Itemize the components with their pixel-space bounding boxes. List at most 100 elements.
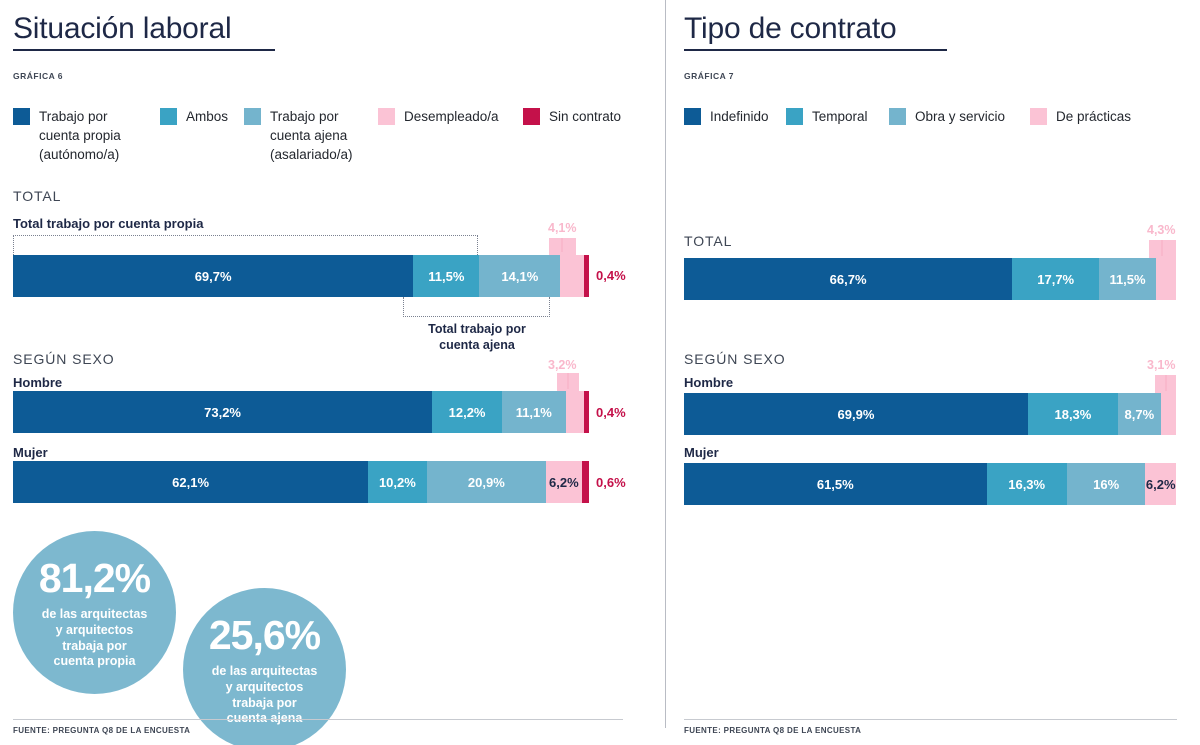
legend-item-ambos: Ambos xyxy=(160,107,244,126)
legend-item-sin-contrato: Sin contrato xyxy=(523,107,621,126)
bar-segment-cuenta-ajena: 14,1% xyxy=(479,255,561,297)
highlight-value-cuenta-ajena: 25,6% xyxy=(208,612,321,659)
highlight-value-cuenta-propia: 81,2% xyxy=(38,555,151,602)
legend-swatch-icon-desempleado xyxy=(378,108,395,125)
bar-segment-obra-y-servicio: 16% xyxy=(1066,463,1146,505)
bar-value-temporal: 16,3% xyxy=(1008,476,1046,492)
bar-value-obra-y-servicio: 8,7% xyxy=(1124,406,1155,422)
legend-swatch-icon-cuenta-ajena xyxy=(244,108,261,125)
bar-value-cuenta-propia: 73,2% xyxy=(204,404,241,420)
highlight-circle-cuenta-ajena: 25,6% de las arquitectas y arquitectos t… xyxy=(183,588,346,745)
legend-left: Trabajo por cuenta propia (autónomo/a) A… xyxy=(13,107,621,164)
footer-source-right: FUENTE: PREGUNTA Q8 DE LA ENCUESTA xyxy=(684,726,862,735)
pink-stem-hombre-right xyxy=(1165,375,1167,391)
bar-value-ambos: 12,2% xyxy=(448,404,486,420)
row-label-mujer-left: Mujer xyxy=(13,445,48,460)
panel-situacion-laboral: Situación laboral GRÁFICA 6 Trabajo por … xyxy=(13,12,626,745)
bar-segment-obra-y-servicio: 8,7% xyxy=(1117,393,1161,435)
legend-item-desempleado: Desempleado/a xyxy=(378,107,523,126)
bar-segment-cuenta-propia: 73,2% xyxy=(13,391,433,433)
bar-segment-ambos: 12,2% xyxy=(432,391,502,433)
bar-segment-sin-contrato xyxy=(581,461,589,503)
bar-segment-de-practicas xyxy=(1155,258,1176,300)
legend-label-indefinido: Indefinido xyxy=(710,109,769,124)
bar-segment-temporal: 16,3% xyxy=(986,463,1067,505)
bar-segment-indefinido: 69,9% xyxy=(684,393,1028,435)
bar-value-ambos: 11,5% xyxy=(428,268,465,284)
outside-label-sin-contrato-total-left: 0,4% xyxy=(596,268,626,283)
bar-segment-cuenta-propia: 62,1% xyxy=(13,461,369,503)
bar-value-obra-y-servicio: 16% xyxy=(1093,476,1120,492)
legend-item-temporal: Temporal xyxy=(786,107,889,126)
legend-item-obra-y-servicio: Obra y servicio xyxy=(889,107,1030,126)
outside-label-de-practicas-hombre-right: 3,1% xyxy=(1147,358,1176,372)
bar-value-cuenta-ajena: 20,9% xyxy=(467,474,505,490)
highlight-caption-cuenta-propia: de las arquitectas y arquitectos trabaja… xyxy=(41,607,148,669)
footer-source-left: FUENTE: PREGUNTA Q8 DE LA ENCUESTA xyxy=(13,726,191,735)
legend-label-desempleado: Desempleado/a xyxy=(404,109,499,124)
legend-item-indefinido: Indefinido xyxy=(684,107,786,126)
bar-mujer-left: 62,1% 10,2% 20,9% 6,2% xyxy=(13,461,589,503)
outside-label-sin-contrato-hombre-left: 0,4% xyxy=(596,405,626,420)
section-label-sexo-left: SEGÚN SEXO xyxy=(13,351,115,367)
row-label-mujer-right: Mujer xyxy=(684,445,719,460)
bracket-label-cuenta-ajena: Total trabajo por cuenta ajena xyxy=(428,322,526,352)
bar-value-indefinido: 61,5% xyxy=(816,476,854,492)
bar-segment-ambos: 10,2% xyxy=(368,461,427,503)
bar-segment-sin-contrato xyxy=(583,391,589,433)
bar-segment-temporal: 17,7% xyxy=(1012,258,1100,300)
legend-label-ambos: Ambos xyxy=(186,109,229,124)
bar-segment-de-practicas xyxy=(1160,393,1176,435)
graph-number-right: GRÁFICA 7 xyxy=(684,71,734,81)
legend-label-sin-contrato: Sin contrato xyxy=(549,109,622,124)
outside-label-de-practicas-total-right: 4,3% xyxy=(1147,223,1176,237)
bar-value-indefinido: 69,9% xyxy=(837,406,875,422)
legend-label-de-practicas: De prácticas xyxy=(1056,109,1132,124)
section-label-sexo-right: SEGÚN SEXO xyxy=(684,351,786,367)
legend-swatch-icon-sin-contrato xyxy=(523,108,540,125)
bar-total-right: 66,7% 17,7% 11,5% xyxy=(684,258,1176,300)
legend-item-de-practicas: De prácticas xyxy=(1030,107,1131,126)
graph-number-left: GRÁFICA 6 xyxy=(13,71,63,81)
legend-item-cuenta-ajena: Trabajo por cuenta ajena (asalariado/a) xyxy=(244,107,378,164)
bar-value-cuenta-propia: 69,7% xyxy=(194,268,232,284)
bar-segment-temporal: 18,3% xyxy=(1027,393,1118,435)
pink-stem-total-left xyxy=(561,238,563,252)
legend-swatch-icon-cuenta-propia xyxy=(13,108,30,125)
legend-swatch-icon-de-practicas xyxy=(1030,108,1047,125)
legend-swatch-icon-temporal xyxy=(786,108,803,125)
bar-value-temporal: 17,7% xyxy=(1037,271,1075,287)
bar-value-temporal: 18,3% xyxy=(1054,406,1092,422)
bar-value-cuenta-ajena: 14,1% xyxy=(501,268,539,284)
bar-value-indefinido: 66,7% xyxy=(829,271,867,287)
legend-label-cuenta-ajena: Trabajo por cuenta ajena (asalariado/a) xyxy=(270,109,353,162)
legend-item-cuenta-propia: Trabajo por cuenta propia (autónomo/a) xyxy=(13,107,160,164)
panel-tipo-de-contrato: Tipo de contrato GRÁFICA 7 Indefinido Te… xyxy=(665,0,1200,745)
page-title-left: Situación laboral xyxy=(13,12,232,45)
bar-hombre-right: 69,9% 18,3% 8,7% xyxy=(684,393,1176,435)
legend-swatch-icon-ambos xyxy=(160,108,177,125)
bar-segment-desempleado xyxy=(565,391,584,433)
row-label-hombre-left: Hombre xyxy=(13,375,63,390)
legend-right: Indefinido Temporal Obra y servicio De p… xyxy=(684,107,1131,126)
bar-segment-desempleado xyxy=(560,255,584,297)
row-label-hombre-right: Hombre xyxy=(684,375,734,390)
bracket-total-cuenta-propia xyxy=(13,235,478,255)
legend-label-temporal: Temporal xyxy=(812,109,868,124)
title-underline-left xyxy=(13,49,275,51)
bar-hombre-left: 73,2% 12,2% 11,1% xyxy=(13,391,589,433)
footer-rule-right xyxy=(684,719,1177,720)
bar-value-obra-y-servicio: 11,5% xyxy=(1109,271,1146,287)
bar-value-desempleado: 6,2% xyxy=(549,474,579,490)
panel-divider xyxy=(665,0,666,728)
pink-stem-hombre-left xyxy=(567,373,569,389)
section-label-total-right: TOTAL xyxy=(684,233,733,249)
bar-segment-cuenta-ajena: 11,1% xyxy=(502,391,566,433)
bar-value-cuenta-propia: 62,1% xyxy=(172,474,210,490)
legend-label-obra-y-servicio: Obra y servicio xyxy=(915,109,1006,124)
outside-label-desempleado-hombre-left: 3,2% xyxy=(548,358,577,372)
bar-segment-de-practicas: 6,2% xyxy=(1145,463,1176,505)
highlight-circle-cuenta-propia: 81,2% de las arquitectas y arquitectos t… xyxy=(13,531,176,694)
bar-segment-desempleado: 6,2% xyxy=(546,461,582,503)
bar-mujer-right: 61,5% 16,3% 16% 6,2% xyxy=(684,463,1176,505)
